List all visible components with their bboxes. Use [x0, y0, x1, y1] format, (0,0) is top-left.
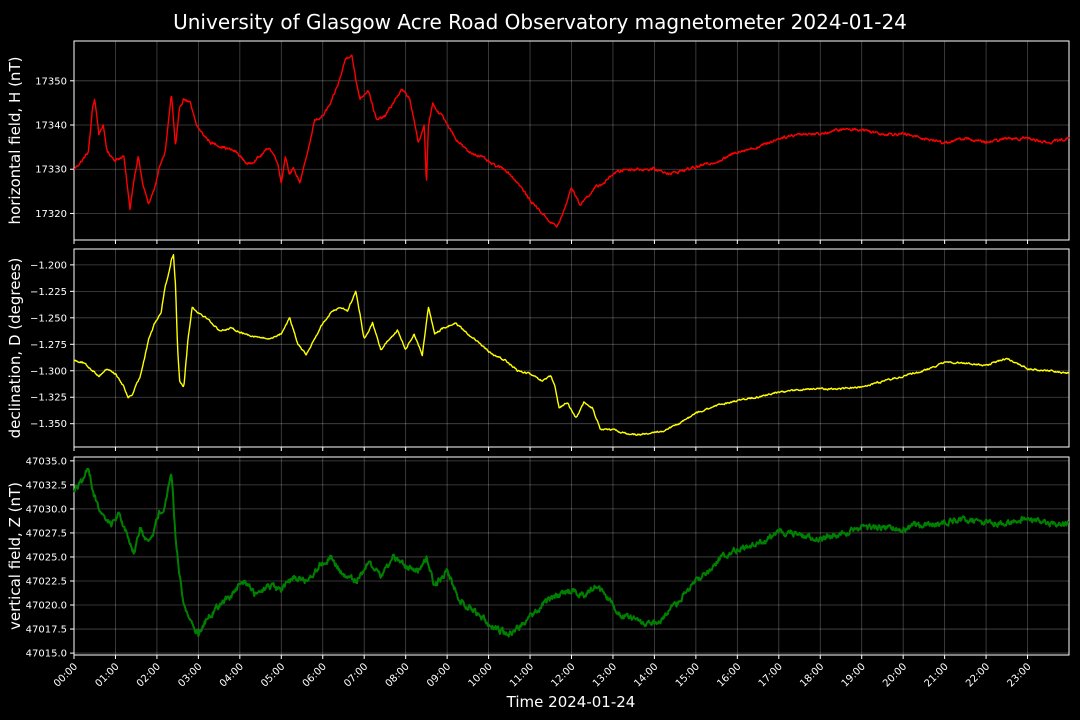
- panel-z-y-tick-label: 47032.5: [26, 480, 67, 491]
- panel-d-y-tick-label: −1.275: [30, 340, 67, 351]
- panel-h-frame: [73, 40, 1070, 241]
- panel-z-y-tick-label: 47035.0: [26, 456, 67, 467]
- panel-d-y-tick-label: −1.225: [30, 287, 67, 298]
- panel-h-y-tick-label: 17350: [35, 76, 67, 87]
- panel-h-y-label: horizontal field, H (nT): [6, 57, 24, 225]
- panel-d-frame: [73, 248, 1070, 448]
- panel-d-y-tick-label: −1.350: [30, 419, 67, 430]
- panel-d-y-tick-label: −1.250: [30, 313, 67, 324]
- panel-h-y-tick-label: 17330: [35, 165, 67, 176]
- x-axis-label: Time 2024-01-24: [506, 693, 636, 711]
- panel-z-y-tick-label: 47022.5: [26, 576, 67, 587]
- panel-h: 17320 17330 17340 17350 horizontal field, H …: [6, 40, 1070, 244]
- panel-d-series-line: [73, 254, 1070, 436]
- chart-title: University of Glasgow Acre Road Observat…: [173, 10, 907, 34]
- panel-z-y-tick-label: 47020.0: [26, 601, 67, 612]
- panel-h-y-tick-label: 17340: [35, 121, 67, 132]
- panel-d-y-label: declination, D (degrees): [6, 258, 24, 439]
- panel-z-y-tick-label: 47025.0: [26, 552, 67, 563]
- panel-z: 47015.0 47017.5 47020.0 47022.5 47025.0 47027…: [6, 456, 1070, 660]
- panel-z-series-line: [73, 467, 1070, 638]
- panel-z-y-tick-label: 47015.0: [26, 649, 67, 660]
- panel-h-y-tick-label: 17320: [35, 209, 67, 220]
- panel-d-y-tick-label: −1.200: [30, 260, 67, 271]
- panel-z-frame: [73, 456, 1070, 656]
- panel-d-y-tick-label: −1.300: [30, 366, 67, 377]
- panel-d-y-tick-label: −1.325: [30, 393, 67, 404]
- panel-z-y-tick-label: 47030.0: [26, 504, 67, 515]
- panel-h-series-line: [73, 54, 1070, 228]
- panel-z-y-label: vertical field, Z (nT): [6, 482, 24, 630]
- panel-z-y-tick-label: 47017.5: [26, 625, 67, 636]
- panel-d: −1.350 −1.325 −1.300 −1.275 −1.250 −1.225 −1.2…: [6, 248, 1070, 451]
- panel-z-y-tick-label: 47027.5: [26, 528, 67, 539]
- panels-group: 17320 17330 17340 17350 horizontal field, H …: [6, 40, 1070, 690]
